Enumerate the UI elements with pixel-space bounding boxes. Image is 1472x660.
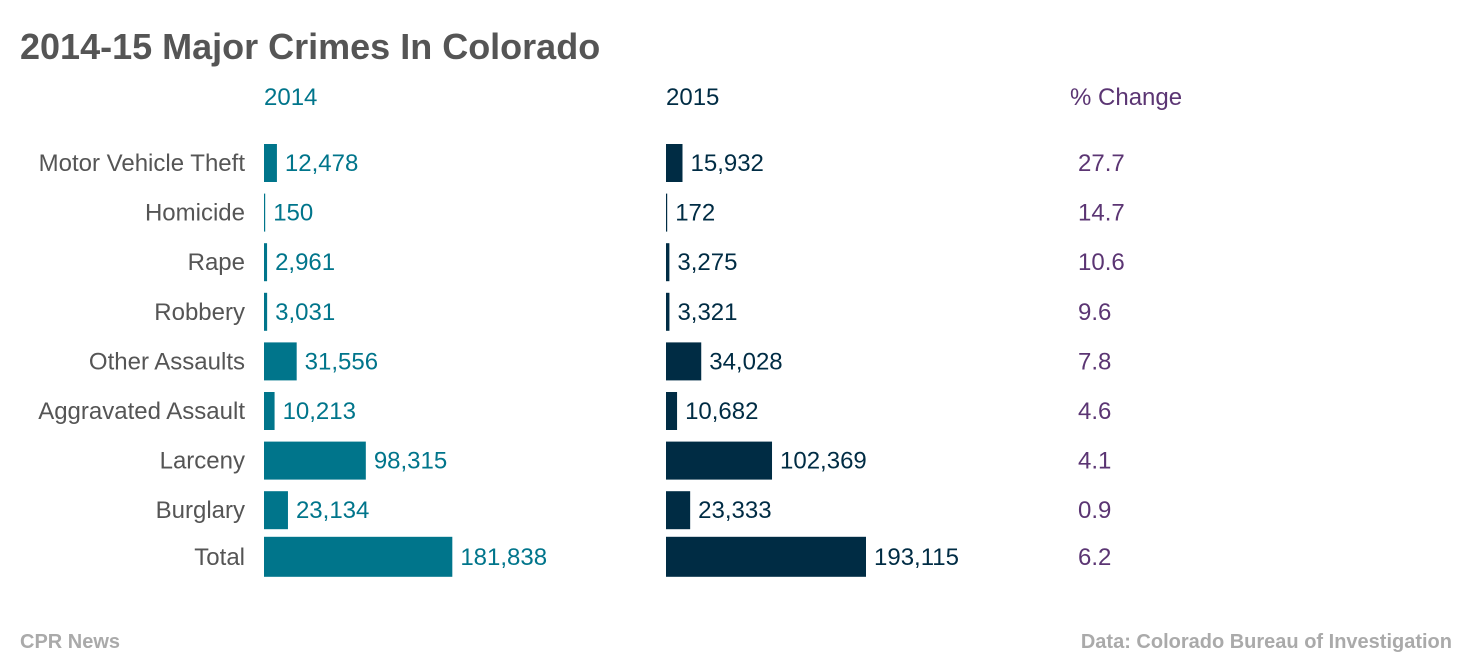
category-label-homicide: Homicide bbox=[145, 200, 245, 227]
pct-change-motor-vehicle-theft: 27.7 bbox=[1078, 150, 1125, 177]
category-label-motor-vehicle-theft: Motor Vehicle Theft bbox=[39, 150, 246, 177]
column-header-2014: 2014 bbox=[264, 84, 317, 111]
bar-2014-larceny bbox=[264, 441, 366, 480]
bar-2015-aggravated-assault bbox=[666, 392, 678, 430]
value-label-2015-larceny: 102,369 bbox=[780, 448, 867, 475]
value-label-2014-homicide: 150 bbox=[273, 200, 313, 227]
pct-change-other-assaults: 7.8 bbox=[1078, 348, 1111, 375]
value-label-2015-burglary: 23,333 bbox=[698, 497, 771, 524]
category-label-robbery: Robbery bbox=[154, 299, 245, 326]
bar-2015-larceny bbox=[666, 441, 773, 480]
category-label-burglary: Burglary bbox=[156, 497, 245, 524]
data-source: Data: Colorado Bureau of Investigation bbox=[1080, 631, 1452, 653]
bar-2014-homicide bbox=[264, 193, 266, 232]
value-label-2015-total: 193,115 bbox=[874, 544, 959, 571]
value-label-2014-rape: 2,961 bbox=[275, 249, 335, 276]
pct-change-homicide: 14.7 bbox=[1078, 200, 1125, 227]
value-label-2015-other-assaults: 34,028 bbox=[709, 348, 782, 375]
value-label-2014-aggravated-assault: 10,213 bbox=[283, 398, 356, 425]
category-label-total: Total bbox=[194, 544, 245, 571]
chart-title: 2014-15 Major Crimes In Colorado bbox=[20, 26, 601, 67]
value-label-2014-total: 181,838 bbox=[460, 544, 547, 571]
value-label-2015-motor-vehicle-theft: 15,932 bbox=[691, 150, 764, 177]
pct-change-larceny: 4.1 bbox=[1078, 448, 1111, 475]
bar-2015-robbery bbox=[666, 292, 670, 331]
category-label-other-assaults: Other Assaults bbox=[89, 348, 245, 375]
value-label-2014-larceny: 98,315 bbox=[374, 448, 447, 475]
bar-2014-aggravated-assault bbox=[264, 392, 275, 430]
value-label-2014-motor-vehicle-theft: 12,478 bbox=[285, 150, 358, 177]
column-header-pct-change: % Change bbox=[1070, 84, 1182, 111]
pct-change-rape: 10.6 bbox=[1078, 249, 1125, 276]
pct-change-aggravated-assault: 4.6 bbox=[1078, 398, 1111, 425]
bar-2015-burglary bbox=[666, 491, 691, 530]
bar-2015-other-assaults bbox=[666, 342, 702, 381]
category-label-rape: Rape bbox=[188, 249, 245, 276]
pct-change-burglary: 0.9 bbox=[1078, 497, 1111, 524]
value-label-2015-aggravated-assault: 10,682 bbox=[685, 398, 758, 425]
value-label-2014-other-assaults: 31,556 bbox=[305, 348, 378, 375]
bar-2015-rape bbox=[666, 243, 670, 282]
bar-2014-robbery bbox=[264, 292, 268, 331]
value-label-2015-rape: 3,275 bbox=[677, 249, 737, 276]
pct-change-robbery: 9.6 bbox=[1078, 299, 1111, 326]
bar-2014-total bbox=[264, 536, 453, 577]
bar-2014-burglary bbox=[264, 491, 288, 530]
bar-2014-other-assaults bbox=[264, 342, 297, 381]
category-label-larceny: Larceny bbox=[160, 448, 245, 475]
bar-2015-motor-vehicle-theft bbox=[666, 144, 683, 182]
value-label-2014-burglary: 23,134 bbox=[296, 497, 369, 524]
column-header-2015: 2015 bbox=[666, 84, 719, 111]
bar-2015-total bbox=[666, 536, 866, 577]
crime-bar-chart: 2014 2015 % Change Motor Vehicle Theft 12,47… bbox=[38, 84, 1182, 577]
bar-2014-rape bbox=[264, 243, 268, 282]
bar-2015-homicide bbox=[666, 193, 668, 232]
value-label-2015-robbery: 3,321 bbox=[677, 299, 737, 326]
source-credit: CPR News bbox=[20, 631, 121, 653]
value-label-2014-robbery: 3,031 bbox=[275, 299, 335, 326]
category-label-aggravated-assault: Aggravated Assault bbox=[38, 398, 245, 425]
bar-2014-motor-vehicle-theft bbox=[264, 144, 277, 182]
value-label-2015-homicide: 172 bbox=[675, 200, 715, 227]
pct-change-total: 6.2 bbox=[1078, 544, 1111, 571]
